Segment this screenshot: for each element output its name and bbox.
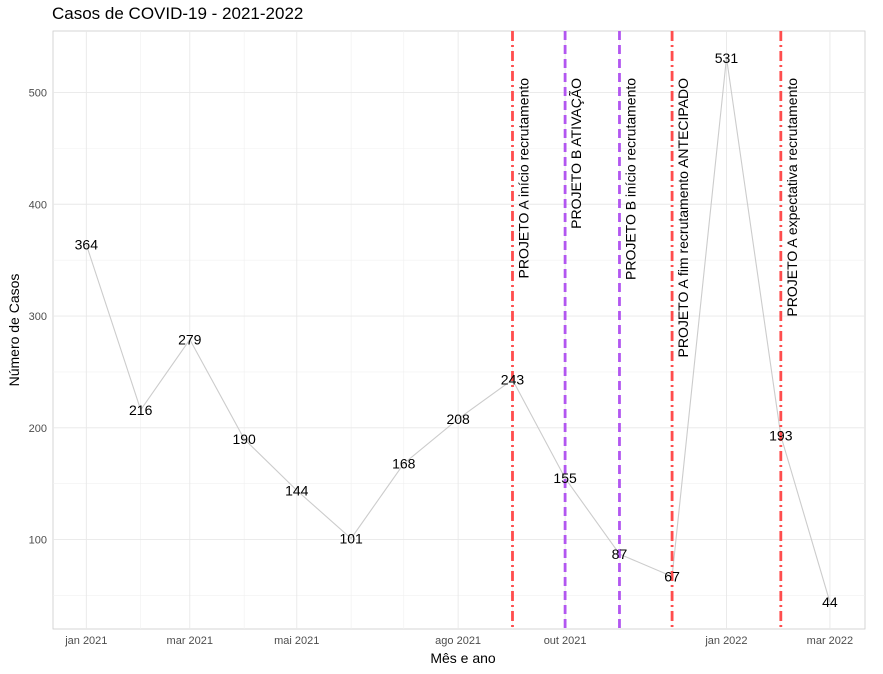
- data-label: 87: [612, 546, 628, 562]
- reference-line-label: PROJETO B ATIVAÇÃO: [568, 78, 584, 229]
- x-axis-ticks: jan 2021 mar 2021 mai 2021 ago 2021 out 2021…: [64, 635, 853, 647]
- x-tick-label: mai 2021: [274, 635, 319, 647]
- y-tick-label: 300: [29, 311, 47, 323]
- x-tick-label: mar 2021: [167, 635, 213, 647]
- x-tick-label: jan 2021: [64, 635, 107, 647]
- plot-panel: [52, 30, 866, 630]
- y-axis-title: Número de Casos: [6, 274, 22, 387]
- x-tick-label: mar 2022: [807, 635, 853, 647]
- y-tick-label: 100: [29, 535, 47, 547]
- data-label: 44: [822, 594, 838, 610]
- data-labels: 364 216 279 190 144 101 168 208 243 155 87 67 531 193…: [75, 50, 838, 610]
- y-tick-label: 500: [29, 87, 47, 99]
- reference-line-label: PROJETO B início recrutamento: [622, 78, 638, 280]
- x-tick-label: jan 2022: [704, 635, 747, 647]
- data-label: 168: [392, 456, 416, 472]
- data-label: 364: [75, 236, 99, 252]
- data-label: 216: [129, 402, 153, 418]
- y-tick-label: 200: [29, 423, 47, 435]
- reference-line-label: PROJETO A expectativa recrutamento: [784, 78, 800, 317]
- reference-lines: PROJETO A início recrutamento PROJETO B A…: [511, 31, 800, 629]
- data-label: 531: [715, 50, 739, 66]
- data-label: 208: [446, 411, 470, 427]
- chart-title: Casos de COVID-19 - 2021-2022: [52, 4, 303, 23]
- data-label: 67: [664, 568, 680, 584]
- reference-line-label: PROJETO A início recrutamento: [515, 78, 531, 279]
- data-label: 101: [339, 530, 363, 546]
- data-label: 279: [178, 332, 202, 348]
- x-tick-label: ago 2021: [435, 635, 481, 647]
- reference-line-label: PROJETO A fim recrutamento ANTECIPADO: [675, 78, 691, 358]
- data-label: 144: [285, 482, 309, 498]
- x-tick-label: out 2021: [544, 635, 587, 647]
- series-line: [85, 57, 831, 603]
- y-tick-label: 400: [29, 199, 47, 211]
- data-label: 190: [232, 431, 256, 447]
- data-label: 155: [553, 470, 577, 486]
- y-axis-ticks: 100 200 300 400 500: [29, 87, 47, 546]
- data-label: 193: [769, 428, 793, 444]
- data-label: 243: [501, 372, 525, 388]
- x-axis-title: Mês e ano: [430, 650, 496, 666]
